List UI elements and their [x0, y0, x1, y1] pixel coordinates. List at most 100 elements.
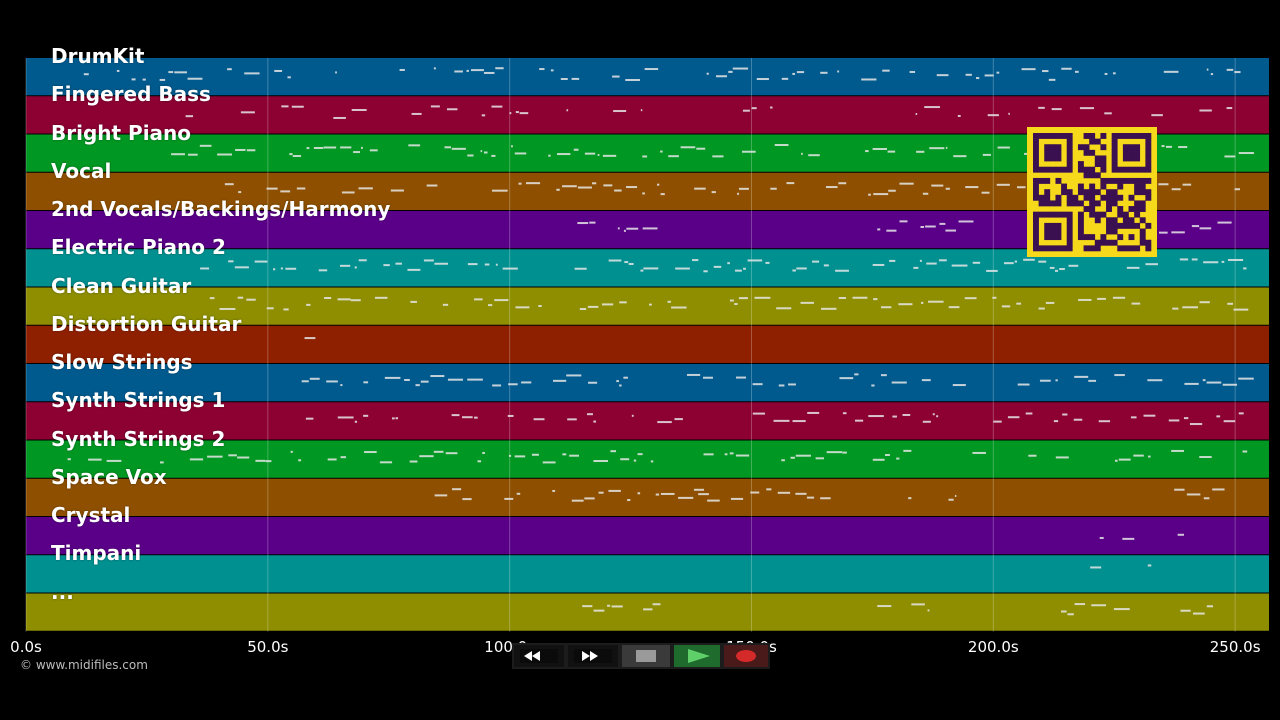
qr-module	[1100, 166, 1107, 173]
note-mark	[628, 262, 634, 265]
note-mark	[948, 498, 954, 501]
note-mark	[902, 413, 911, 416]
note-mark	[842, 412, 847, 415]
note-mark	[730, 497, 744, 500]
note-mark	[571, 499, 584, 502]
note-mark	[1206, 68, 1209, 71]
qr-module	[1077, 222, 1084, 229]
note-mark	[566, 109, 569, 112]
note-mark	[462, 498, 472, 501]
qr-module	[1033, 161, 1039, 168]
note-mark	[919, 259, 922, 262]
note-mark	[369, 149, 378, 152]
qr-module	[1117, 206, 1124, 212]
note-mark	[228, 454, 237, 457]
note-mark	[964, 297, 977, 300]
note-mark	[752, 412, 766, 415]
qr-module	[1094, 161, 1101, 168]
note-mark	[237, 296, 244, 299]
note-mark	[735, 376, 747, 379]
note-mark	[305, 417, 314, 420]
qr-module	[1066, 161, 1073, 168]
note-mark	[408, 144, 421, 147]
note-mark	[716, 75, 728, 78]
note-mark	[504, 497, 514, 500]
note-mark	[1073, 418, 1083, 421]
note-mark	[872, 147, 887, 150]
qr-module	[1038, 166, 1045, 173]
note-mark	[577, 222, 589, 225]
note-mark	[519, 112, 529, 115]
note-mark	[614, 189, 622, 192]
note-mark	[1147, 564, 1152, 567]
note-mark	[395, 417, 399, 420]
note-mark	[706, 72, 709, 75]
note-mark	[842, 451, 847, 454]
qr-module	[1044, 200, 1051, 207]
note-mark	[593, 420, 597, 423]
qr-module	[1089, 200, 1096, 207]
note-mark	[1199, 301, 1210, 304]
note-mark	[792, 269, 796, 272]
note-mark	[770, 106, 773, 109]
qr-module	[1122, 245, 1129, 252]
note-mark	[903, 449, 912, 452]
note-mark	[525, 182, 541, 185]
note-mark	[304, 337, 316, 340]
note-mark	[835, 269, 849, 272]
record-button[interactable]	[724, 645, 768, 667]
note-mark	[781, 459, 785, 462]
note-mark	[891, 381, 907, 384]
qr-module	[1066, 144, 1073, 151]
rewind-button[interactable]	[514, 645, 564, 667]
qr-module	[1033, 155, 1039, 162]
note-mark	[1223, 420, 1236, 423]
qr-module	[1072, 194, 1079, 201]
fast-forward-button[interactable]	[568, 645, 618, 667]
qr-module	[1044, 228, 1051, 235]
note-mark	[972, 451, 986, 454]
note-mark	[796, 267, 807, 270]
qr-module	[1111, 217, 1118, 224]
play-button[interactable]	[674, 645, 720, 667]
note-mark	[395, 262, 402, 265]
note-mark	[642, 192, 645, 195]
qr-module	[1033, 138, 1039, 145]
note-mark	[732, 67, 749, 70]
note-mark	[724, 453, 728, 456]
note-mark	[287, 76, 291, 79]
note-mark	[1007, 416, 1020, 419]
note-mark	[692, 259, 699, 262]
note-mark	[434, 262, 449, 265]
note-mark	[1068, 264, 1079, 267]
note-mark	[335, 71, 337, 74]
qr-module	[1122, 149, 1129, 156]
note-mark	[921, 379, 931, 382]
note-mark	[434, 494, 448, 497]
note-mark	[680, 146, 696, 149]
note-mark	[886, 229, 897, 232]
qr-module	[1094, 211, 1101, 218]
note-mark	[922, 420, 931, 423]
note-mark	[703, 453, 714, 456]
note-mark	[598, 491, 604, 494]
note-mark	[584, 152, 596, 155]
note-mark	[290, 450, 293, 453]
copyright-text: © www.midifiles.com	[20, 658, 148, 672]
qr-module	[1061, 189, 1068, 196]
note-mark	[880, 374, 887, 377]
qr-module	[1117, 166, 1124, 173]
note-mark	[1158, 183, 1169, 186]
note-mark	[1104, 72, 1108, 75]
qr-module	[1111, 144, 1118, 151]
stop-button[interactable]	[622, 645, 670, 667]
qr-module	[1111, 138, 1118, 145]
track-lane	[26, 364, 1269, 402]
note-mark	[1014, 260, 1017, 263]
note-mark	[1061, 67, 1072, 70]
qr-module	[1145, 161, 1152, 168]
note-mark	[266, 307, 274, 310]
note-mark	[619, 384, 622, 387]
track-lane	[26, 555, 1269, 593]
note-mark	[642, 155, 648, 158]
